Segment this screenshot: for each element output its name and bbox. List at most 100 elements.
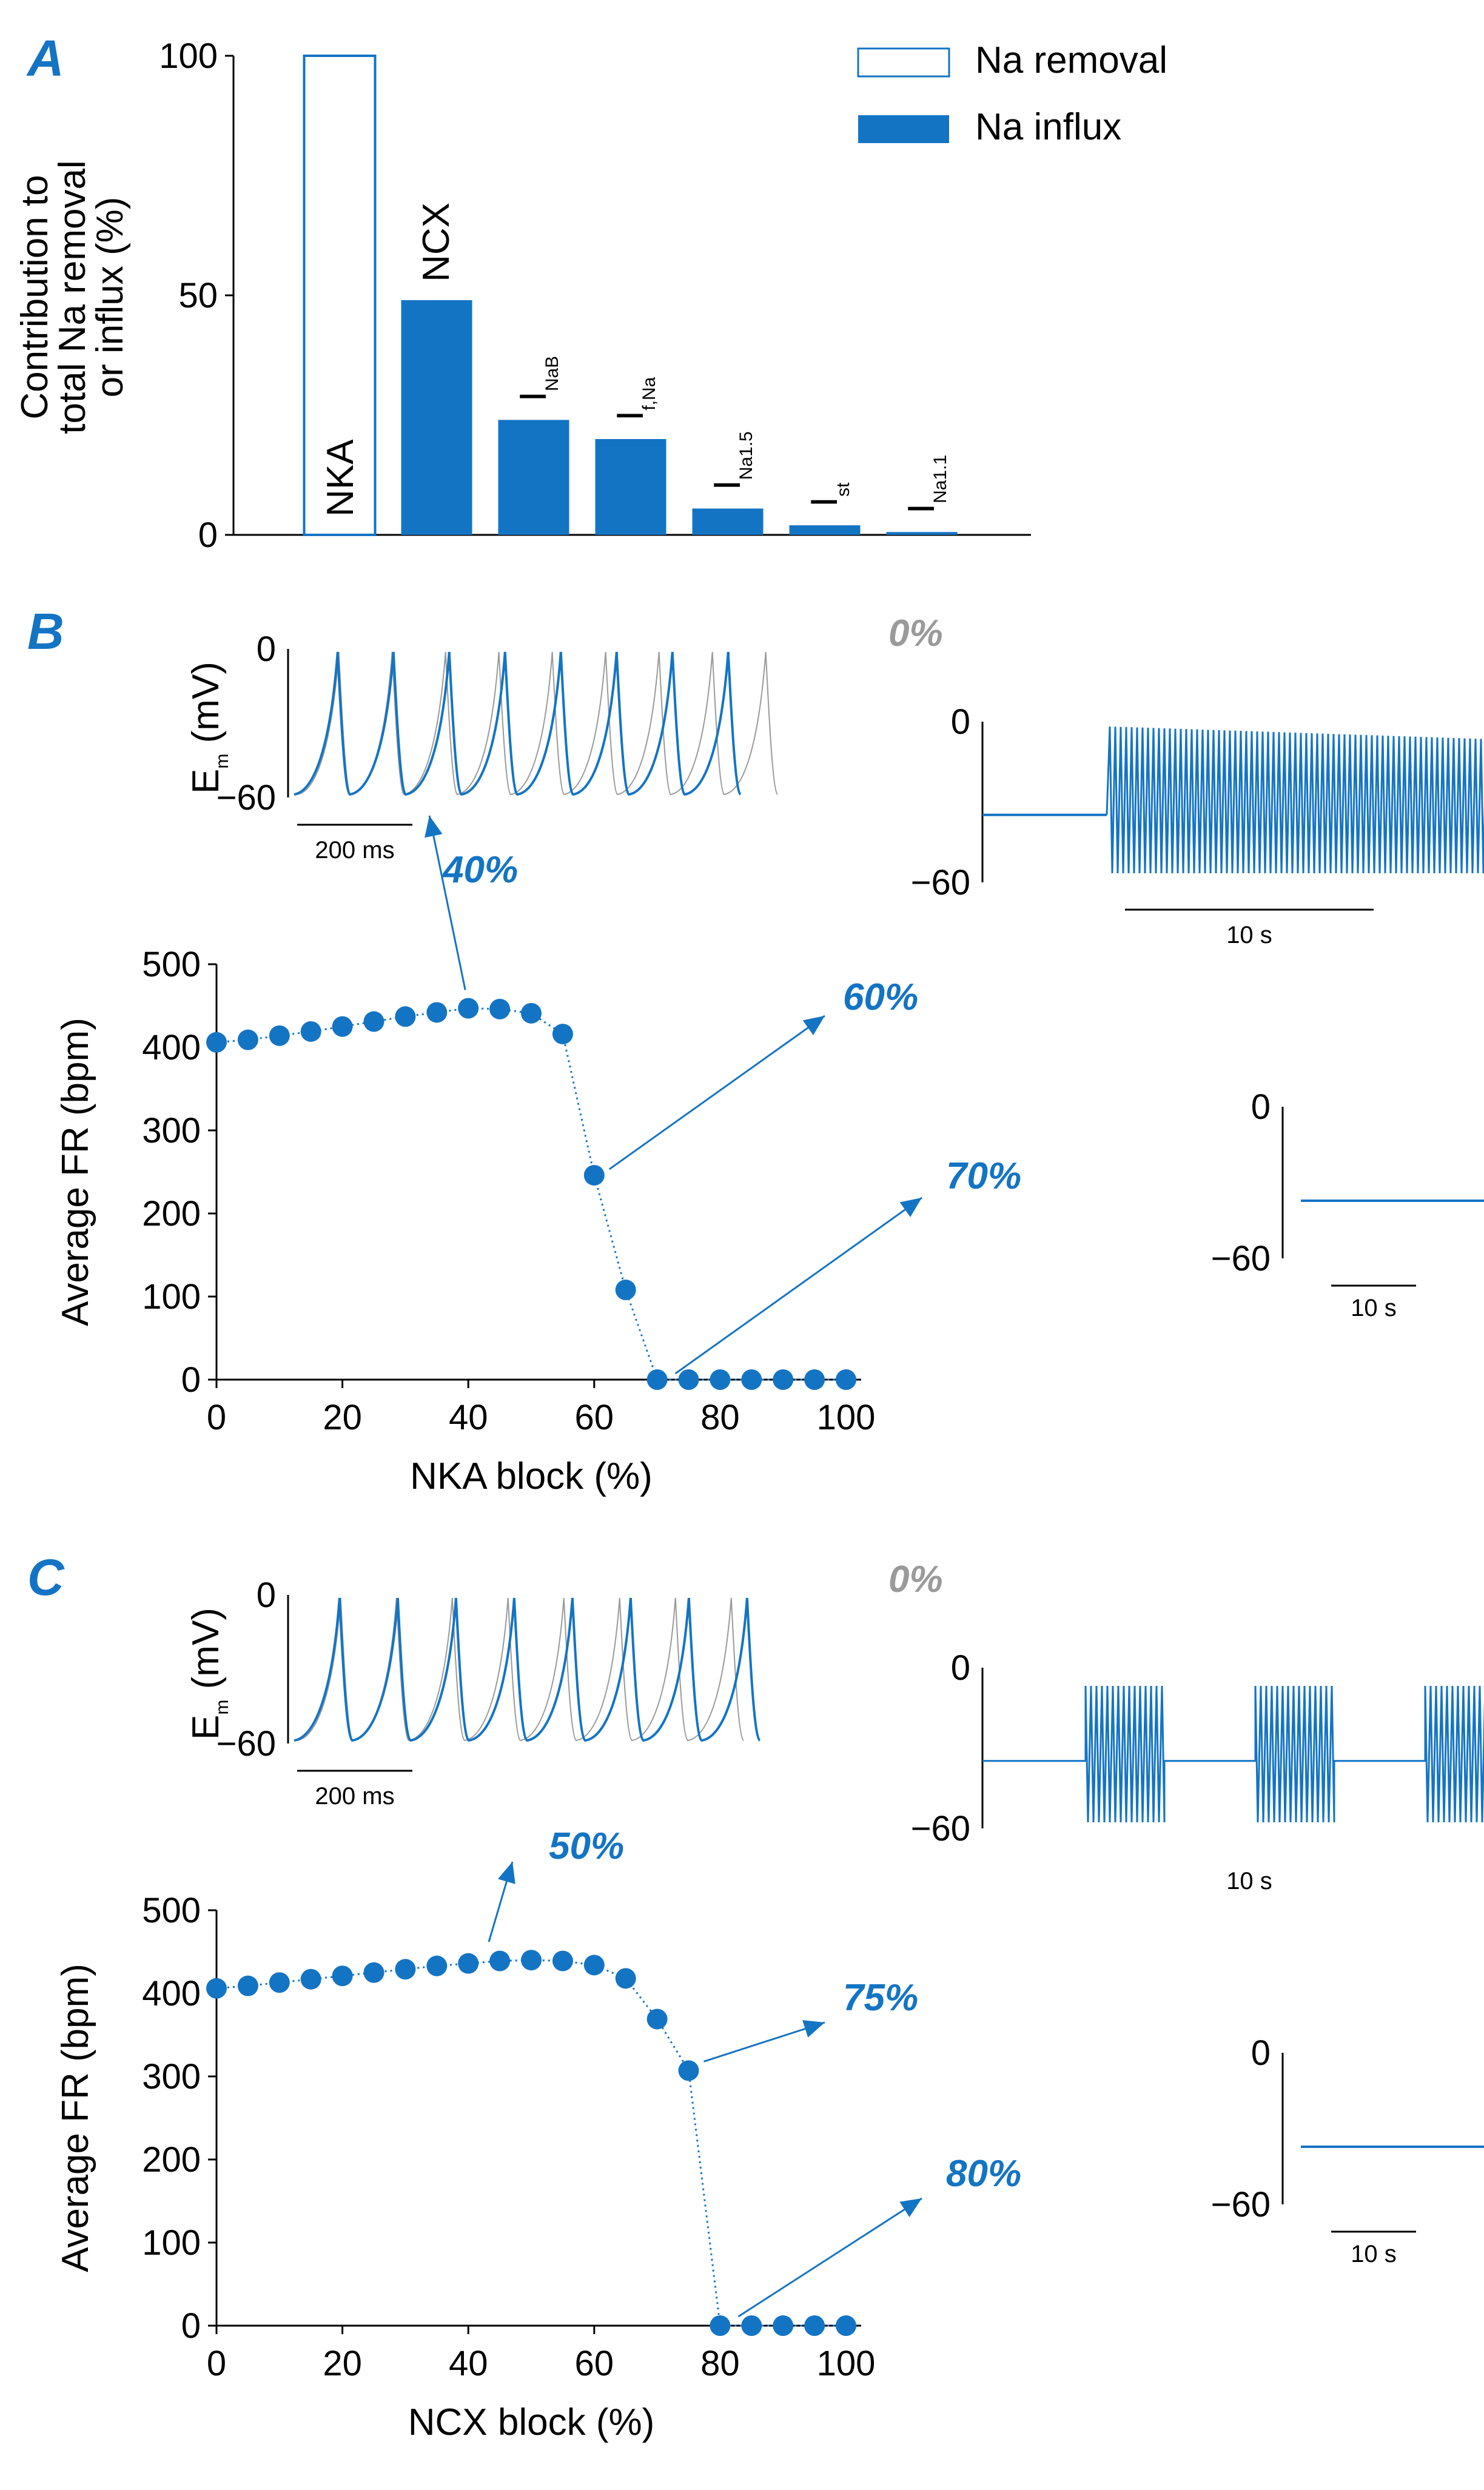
bar-nka <box>303 55 377 536</box>
data-point <box>552 1950 573 1972</box>
bar-label: INa1.5 <box>707 431 756 490</box>
bar-label: NCX <box>415 203 457 282</box>
x-tick-label: 100 <box>817 2344 876 2383</box>
data-point <box>458 998 479 1019</box>
bar-label-main: I <box>707 480 748 490</box>
y-tick-label: 300 <box>142 1111 201 1150</box>
callout-label: 80% <box>946 2153 1021 2195</box>
series-line <box>216 1959 846 2327</box>
y-tick-label: 100 <box>159 36 218 76</box>
callout-label: 60% <box>843 976 918 1018</box>
y-tick-label: 0 <box>198 515 218 555</box>
data-point <box>426 1955 448 1976</box>
inset-trace-ytick: −60 <box>217 778 276 817</box>
inset-flat-ytick: 0 <box>1251 1087 1271 1127</box>
inset-long-scale-label: 10 s <box>1226 1868 1272 1894</box>
data-point <box>237 1975 258 1996</box>
bar-label-main: NCX <box>415 203 457 282</box>
y-tick-label: 500 <box>142 945 201 984</box>
inset-long-ytick: −60 <box>911 1809 970 1848</box>
callout-arrow <box>674 1196 922 1375</box>
data-point <box>521 1002 542 1024</box>
y-tick-label: 500 <box>142 1891 201 1930</box>
y-tick-label: 400 <box>142 1028 201 1067</box>
bar-label-sub: f,Na <box>639 377 659 410</box>
data-point <box>804 1369 825 1390</box>
inset-trace-scale-label: 200 ms <box>315 837 394 864</box>
y-axis-label: Contribution tototal Na removalor influx… <box>14 160 131 434</box>
callout-arrowhead <box>899 2198 922 2218</box>
panel-label: B <box>27 603 64 660</box>
inset-flat-ytick: −60 <box>1211 1239 1271 1278</box>
trace-blocked <box>294 651 742 796</box>
legend-label: Na removal <box>975 39 1167 81</box>
data-point <box>615 1280 636 1301</box>
data-point <box>836 1369 856 1390</box>
bar-ina11 <box>886 532 958 535</box>
legend-label: Na influx <box>975 106 1121 148</box>
data-point <box>269 1025 290 1046</box>
bar-ncx <box>401 300 472 535</box>
inset-ylabel-unit: (mV) <box>185 1608 227 1700</box>
y-axis-label-line: Contribution to <box>14 175 56 419</box>
data-point <box>458 1953 479 1974</box>
inset-trace-ytick: 0 <box>257 629 276 669</box>
bar-label-sub: Na1.1 <box>930 455 950 503</box>
callout-label: 70% <box>946 1155 1021 1197</box>
legend: Na removal Na influx <box>857 39 1167 148</box>
data-point <box>332 1965 353 1987</box>
data-point <box>710 2315 731 2336</box>
callout-arrowhead <box>802 1016 825 1035</box>
y-tick-label: 0 <box>181 1360 201 1400</box>
trace-bursts <box>982 1685 1484 1823</box>
inset-trace-scale-label: 200 ms <box>315 1783 394 1810</box>
data-point <box>237 1029 258 1050</box>
inset-flat-scale-label: 10 s <box>1351 2241 1397 2267</box>
data-point <box>583 1164 605 1186</box>
data-point <box>489 1950 511 1972</box>
x-axis-label: NKA block (%) <box>410 1455 653 1497</box>
callout-label: 75% <box>843 1977 918 2019</box>
callout-arrowhead <box>425 816 443 838</box>
callout-arrow <box>428 815 466 990</box>
y-axis-label: Average FR (bpm) <box>55 1964 96 2272</box>
data-point <box>646 1369 668 1390</box>
y-tick-label: 200 <box>142 1194 201 1233</box>
trace-control <box>297 651 778 796</box>
trace-oscillation <box>1106 726 1484 874</box>
callout-arrow <box>737 2197 922 2318</box>
control-label: 0% <box>888 1559 943 1600</box>
y-tick-label: 0 <box>181 2306 201 2346</box>
x-axis-label: NCX block (%) <box>408 2401 655 2443</box>
bar-label-main: I <box>804 497 845 507</box>
data-point <box>710 1369 731 1390</box>
y-axis-label-line: or influx (%) <box>89 197 131 398</box>
inset-long-scale-label: 10 s <box>1226 922 1272 948</box>
bar-label: INaB <box>512 356 562 402</box>
x-tick-label: 40 <box>449 1398 488 1437</box>
data-point <box>395 1959 416 1980</box>
bar-label-main: I <box>901 503 942 514</box>
inset-flat-scale-label: 10 s <box>1351 1295 1397 1321</box>
data-point <box>836 2315 856 2336</box>
x-tick-label: 0 <box>207 1398 226 1437</box>
bar-ist <box>789 525 861 535</box>
data-point <box>583 1955 605 1976</box>
x-tick-label: 0 <box>207 2344 226 2383</box>
x-tick-label: 60 <box>575 2344 614 2383</box>
legend-swatch-open <box>857 47 950 78</box>
inset-ylabel-main: E <box>185 1715 227 1740</box>
data-point <box>395 1006 416 1027</box>
y-axis-label-line: total Na removal <box>52 160 93 434</box>
data-point <box>269 1972 290 1993</box>
x-tick-label: 80 <box>700 1398 740 1437</box>
bar-label-main: I <box>609 411 651 421</box>
x-tick-label: 40 <box>449 2344 488 2383</box>
y-tick-label: 100 <box>142 1277 201 1317</box>
data-point <box>521 1950 542 1971</box>
inset-ylabel-sub: m <box>212 1700 232 1715</box>
y-tick-label: 50 <box>178 276 218 315</box>
callout-arrow <box>608 1015 825 1170</box>
